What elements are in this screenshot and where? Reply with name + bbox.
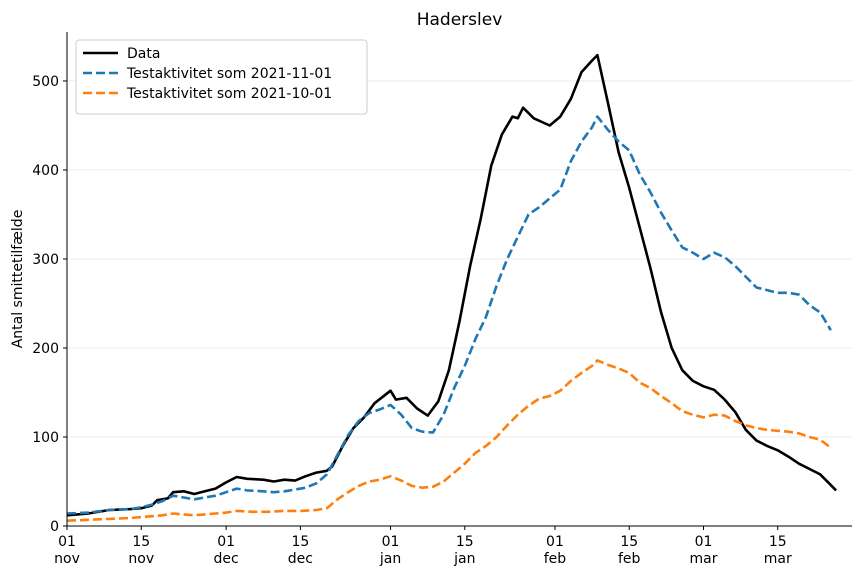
x-tick-label: 15 — [291, 534, 309, 550]
x-tick-label: 01 — [695, 534, 713, 550]
grid-lines — [67, 80, 852, 527]
x-tick-label: mar — [689, 551, 717, 567]
legend: Data Testaktivitet som 2021-11-01 Testakti… — [75, 39, 368, 115]
series-line-2 — [66, 115, 832, 515]
y-tick-label: 300 — [32, 252, 59, 268]
legend-label: Testaktivitet som 2021-10-01 — [126, 86, 332, 102]
x-tick-label: nov — [128, 551, 154, 567]
legend-label: Testaktivitet som 2021-11-01 — [126, 66, 332, 82]
x-tick-label: 01 — [58, 534, 76, 550]
x-tick-label: 15 — [620, 534, 638, 550]
y-tick-label: 500 — [32, 74, 59, 90]
chart-title: Haderslev — [417, 10, 503, 30]
x-tick-label: mar — [764, 551, 792, 567]
y-axis-label: Antal smittetilfælde — [10, 210, 26, 349]
x-ticks: 01nov15nov01dec15dec01jan15jan01feb15feb… — [54, 526, 792, 567]
x-tick-label: dec — [288, 551, 313, 567]
x-tick-label: 15 — [456, 534, 474, 550]
x-tick-label: jan — [453, 551, 475, 567]
x-tick-label: feb — [544, 551, 567, 567]
x-tick-label: 15 — [132, 534, 150, 550]
series-group — [66, 53, 838, 522]
x-tick-label: 15 — [769, 534, 787, 550]
x-tick-label: jan — [379, 551, 401, 567]
series-line-1 — [66, 53, 838, 517]
y-tick-label: 400 — [32, 163, 59, 179]
x-tick-label: nov — [54, 551, 80, 567]
y-tick-label: 100 — [32, 430, 59, 446]
legend-box — [75, 39, 368, 115]
y-tick-label: 200 — [32, 341, 59, 357]
x-tick-label: 01 — [217, 534, 235, 550]
x-tick-label: feb — [618, 551, 641, 567]
y-tick-label: 0 — [50, 519, 59, 535]
x-tick-label: 01 — [546, 534, 564, 550]
series-line-3 — [66, 359, 832, 522]
y-ticks: 0 100 200 300 400 500 — [32, 74, 67, 535]
x-tick-label: dec — [214, 551, 239, 567]
axes — [66, 32, 852, 527]
legend-label: Data — [127, 46, 160, 62]
x-tick-label: 01 — [382, 534, 400, 550]
